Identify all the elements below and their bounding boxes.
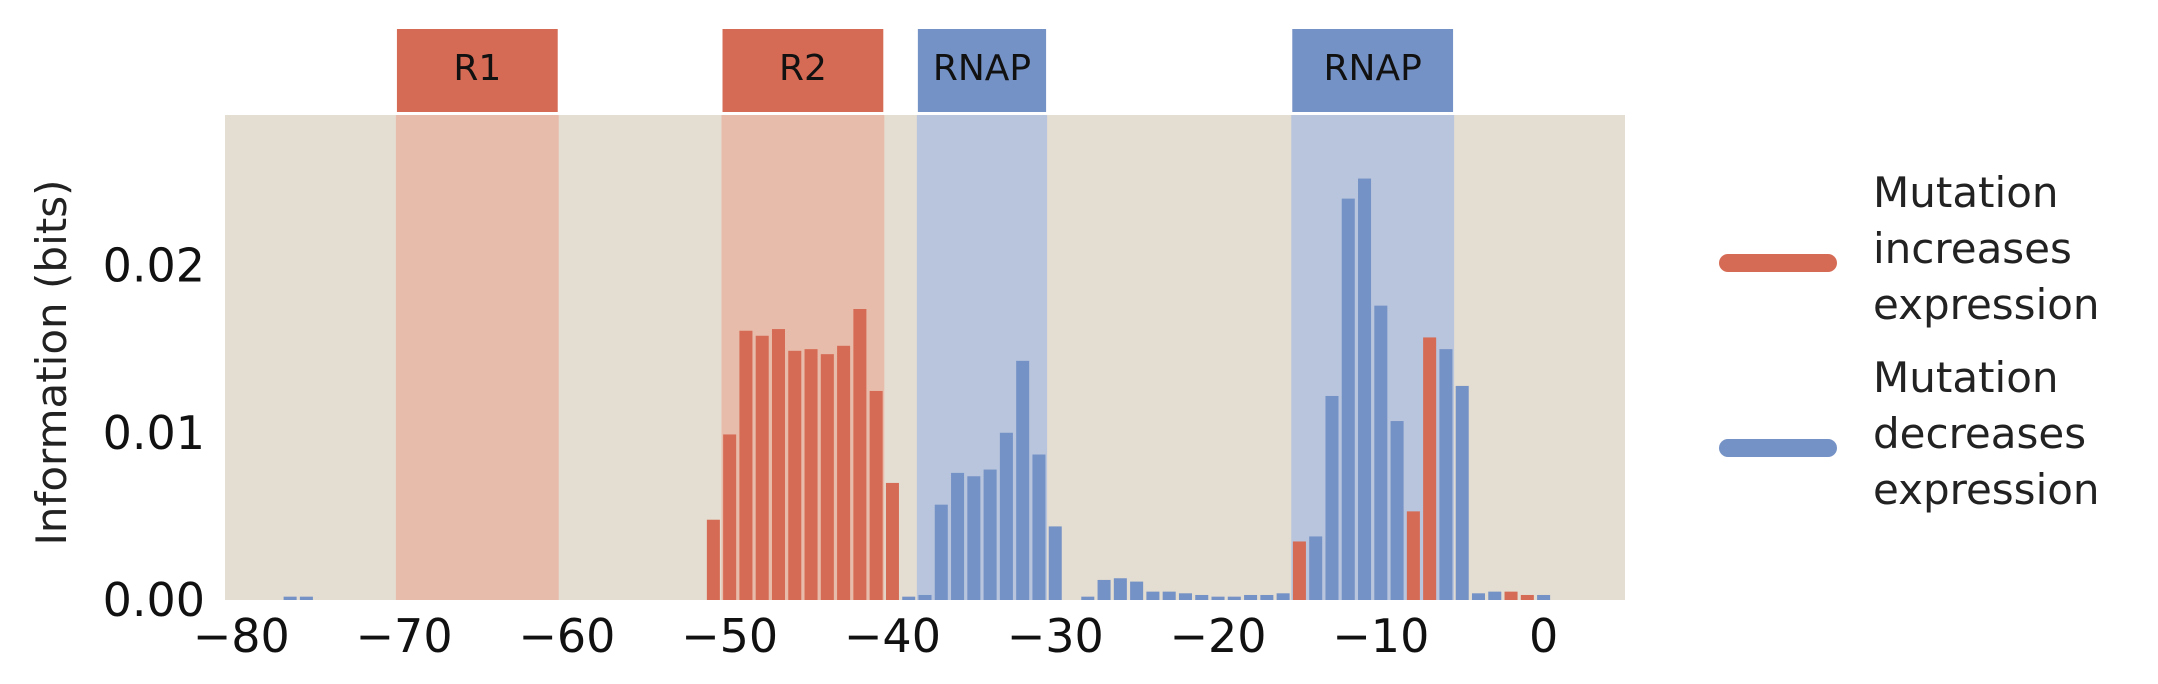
bar-s1-27 (1341, 198, 1355, 600)
bar-s1-26 (1325, 395, 1339, 600)
bar-s0-7 (820, 354, 834, 600)
x-tick-label: −30 (1007, 609, 1104, 663)
bar-s0-9 (853, 309, 867, 600)
bar-s0-14 (1423, 337, 1437, 600)
bar-s0-10 (869, 390, 883, 600)
bar-s1-6 (967, 476, 981, 600)
bar-s0-2 (739, 330, 753, 600)
bar-s1-1 (299, 596, 313, 600)
bar-s0-12 (1292, 541, 1306, 600)
bar-s1-30 (1390, 421, 1404, 600)
legend-label-0: expression (1873, 280, 2100, 329)
bar-s1-8 (999, 432, 1013, 600)
bar-s1-28 (1358, 178, 1372, 600)
legend: Mutation increases expression Mutation decre… (1719, 168, 2100, 514)
bar-s1-16 (1146, 591, 1160, 600)
bar-s1-21 (1227, 596, 1241, 600)
bar-s1-2 (902, 596, 916, 600)
bar-s1-18 (1178, 593, 1192, 600)
bar-s1-5 (951, 472, 965, 600)
y-tick-label: 0.02 (103, 239, 205, 293)
legend-label-0: increases (1873, 224, 2072, 273)
bar-s1-34 (1488, 591, 1502, 600)
legend-label-1: expression (1873, 465, 2100, 514)
y-tick-label: 0.00 (103, 573, 205, 627)
bar-s1-22 (1244, 594, 1258, 600)
bar-s0-3 (755, 335, 769, 600)
region-shade-0 (395, 115, 559, 600)
region-label-3: RNAP (1324, 48, 1422, 89)
bar-s1-29 (1374, 305, 1388, 600)
bar-s1-13 (1097, 579, 1111, 600)
bar-s0-16 (1520, 594, 1534, 600)
bar-s1-11 (1048, 526, 1062, 600)
bar-s1-3 (918, 594, 932, 600)
x-tick-label: −80 (193, 609, 290, 663)
binding-regions: R1 R2 RNAP RNAP (395, 29, 1455, 600)
x-axis: −80 −70 −60 −50 −40 −30 −20 −10 0 (193, 609, 1559, 663)
region-label-0: R1 (453, 48, 501, 89)
region-label-2: RNAP (933, 48, 1031, 89)
x-tick-label: −50 (681, 609, 778, 663)
region-header-3 (1292, 29, 1454, 112)
bar-s0-11 (885, 482, 899, 600)
bar-s1-23 (1260, 594, 1274, 600)
bar-s0-6 (804, 349, 818, 600)
x-tick-label: 0 (1529, 609, 1558, 663)
legend-label-0: Mutation (1873, 168, 2059, 217)
bar-s0-1 (723, 434, 737, 600)
bar-s0-13 (1406, 511, 1420, 600)
x-tick-label: −40 (844, 609, 941, 663)
bar-s1-12 (1081, 596, 1095, 600)
x-tick-label: −20 (1169, 609, 1266, 663)
bar-s1-0 (283, 596, 297, 600)
bar-s1-7 (983, 469, 997, 600)
bar-s0-15 (1504, 591, 1518, 600)
bar-s1-4 (934, 504, 948, 600)
bar-s1-20 (1211, 596, 1225, 600)
bars (283, 178, 1551, 600)
bar-s1-15 (1130, 581, 1144, 600)
region-header-1 (722, 29, 884, 112)
bar-s1-9 (1016, 360, 1030, 600)
y-axis-label: Information (bits) (27, 180, 76, 546)
bar-s0-4 (771, 329, 785, 600)
x-tick-label: −70 (356, 609, 453, 663)
bar-s1-17 (1162, 591, 1176, 600)
bar-s1-32 (1455, 385, 1469, 600)
bar-s0-5 (788, 350, 802, 600)
bar-s1-25 (1309, 536, 1323, 600)
region-header-0 (396, 29, 558, 112)
bar-s0-8 (837, 345, 851, 600)
bar-s1-31 (1439, 349, 1453, 600)
legend-label-1: decreases (1873, 409, 2086, 458)
y-tick-label: 0.01 (103, 406, 205, 460)
bar-s1-19 (1195, 594, 1209, 600)
bar-s1-14 (1113, 578, 1127, 600)
bar-s1-24 (1276, 593, 1290, 600)
x-tick-label: −60 (518, 609, 615, 663)
bar-s0-0 (706, 519, 720, 600)
y-axis: 0.00 0.01 0.02 (103, 239, 205, 627)
region-label-1: R2 (779, 48, 827, 89)
x-tick-label: −10 (1332, 609, 1429, 663)
bar-s1-35 (1537, 594, 1551, 600)
region-header-2 (917, 29, 1047, 112)
bar-s1-33 (1471, 593, 1485, 600)
bar-s1-10 (1032, 454, 1046, 600)
legend-label-1: Mutation (1873, 353, 2059, 402)
